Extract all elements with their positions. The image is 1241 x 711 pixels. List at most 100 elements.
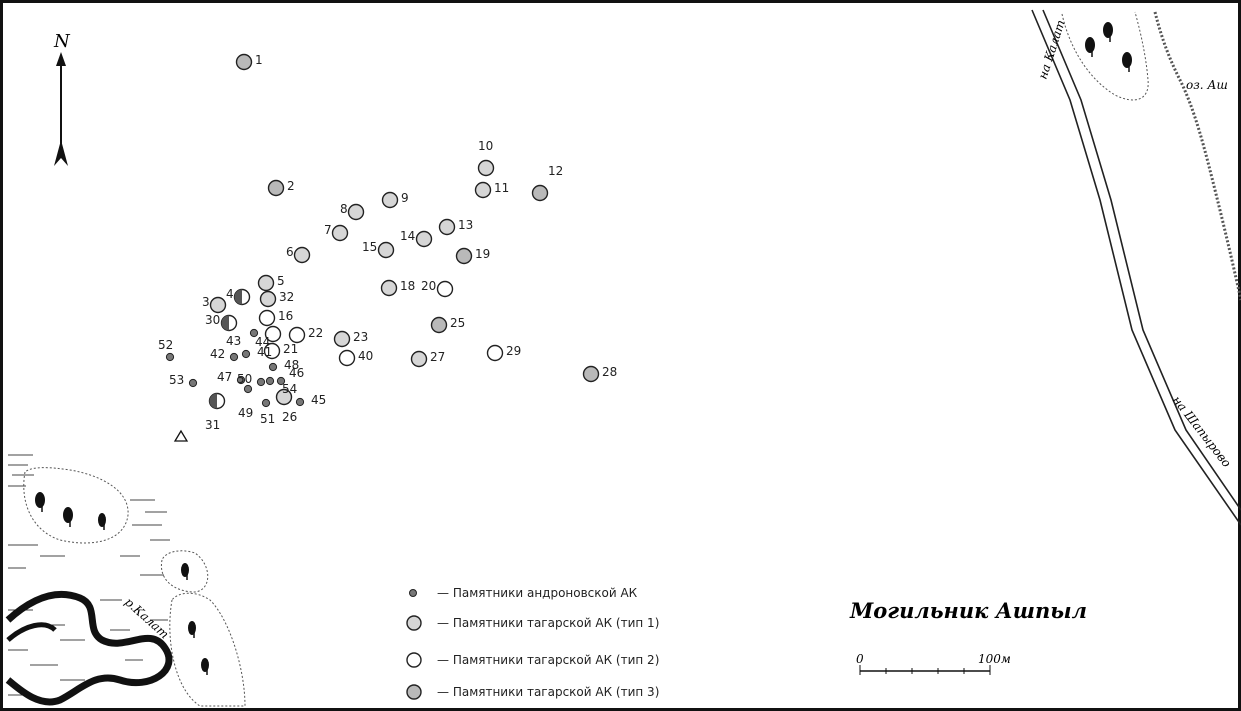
monument-label: 26 [282, 410, 297, 424]
monument-label: 6 [286, 245, 294, 259]
monument-42: 42 [210, 347, 239, 362]
monument-14: 14 [400, 229, 433, 248]
monument-26: 26 [275, 388, 297, 424]
tagar2-marker [436, 280, 454, 298]
road [1031, 9, 1241, 526]
tagar1-marker [275, 388, 293, 406]
legend: — Памятники андроновской АК — Памятники … [406, 586, 659, 700]
tagar1-marker [474, 181, 492, 199]
tagar3-marker [455, 247, 473, 265]
monument-label: 11 [494, 181, 509, 195]
monument-40: 40 [338, 349, 373, 367]
monument-label: 32 [279, 290, 294, 304]
legend-item-tagar2: — Памятники тагарской АК (тип 2) [406, 652, 659, 668]
monument-label: 31 [205, 418, 220, 432]
tagar2-icon [406, 652, 422, 668]
tagar1-marker [259, 290, 277, 308]
tagar1-marker [410, 350, 428, 368]
monument-label: 16 [278, 309, 293, 323]
road-label-kalat: на Калат [1036, 18, 1068, 81]
andronovo-icon [409, 589, 417, 597]
river [6, 622, 57, 642]
marsh [8, 454, 170, 696]
monument-label: 27 [430, 350, 445, 364]
tree-icon [98, 513, 106, 530]
monument-8: 8 [340, 202, 365, 221]
road-label-shaparovo: на Шапырово [1170, 393, 1234, 470]
monument-label: 47 [217, 370, 232, 384]
legend-item-tagar1: — Памятники тагарской АК (тип 1) [406, 615, 659, 631]
scale-bar: 0 100м [856, 652, 1011, 675]
monument-23: 23 [333, 330, 368, 348]
monument-label: 3 [202, 295, 210, 309]
monument-11: 11 [474, 181, 509, 199]
monument-label: 7 [324, 223, 332, 237]
monument-4: 4 [226, 287, 251, 306]
andronovo-marker [276, 376, 286, 386]
tagar2-marker [264, 325, 282, 343]
monument-30: 30 [205, 313, 238, 332]
monument-label: 14 [400, 229, 415, 243]
andronovo-marker [188, 378, 198, 388]
tagar1-marker [333, 330, 351, 348]
monument-54: 54 [265, 376, 297, 396]
monument-3: 3 [202, 295, 227, 314]
monument-label: 52 [158, 338, 173, 352]
monument-label: 4 [226, 287, 234, 301]
woodland-left [23, 467, 246, 707]
monument-45: 45 [295, 393, 326, 407]
monument-51: 51 [260, 398, 275, 426]
monument-1: 1 [235, 53, 263, 71]
monument-20: 20 [421, 279, 454, 298]
monument-15: 15 [362, 240, 395, 259]
tree-icon [181, 563, 189, 580]
tagar1-marker [347, 203, 365, 221]
tagar1-icon [406, 615, 422, 631]
monument-46: 46 [276, 366, 304, 386]
andronovo-marker [268, 362, 278, 372]
monument-label: 45 [311, 393, 326, 407]
tagar1-marker [377, 241, 395, 259]
tagar3-marker [267, 179, 285, 197]
monument-25: 25 [430, 316, 465, 334]
tree-icon [63, 507, 73, 527]
monument-label: 12 [548, 164, 563, 178]
andronovo-marker [265, 376, 275, 386]
tagar3-marker [531, 184, 549, 202]
tree-icon [35, 492, 45, 512]
monument-19: 19 [455, 247, 490, 265]
tagar3-marker [582, 365, 600, 383]
monument-label: 18 [400, 279, 415, 293]
monument-47: 47 [217, 370, 246, 385]
scale-start-label: 0 [856, 652, 864, 666]
monument-43: 43 [226, 328, 259, 348]
tagar2-marker [288, 326, 306, 344]
monument-label: 50 [237, 372, 252, 386]
legend-label: — Памятники тагарской АК (тип 2) [437, 653, 659, 667]
monument-12: 12 [531, 164, 563, 202]
tagar1-marker [438, 218, 456, 236]
monument-13: 13 [438, 218, 473, 236]
monument-label: 54 [282, 382, 297, 396]
north-arrow: N [53, 31, 71, 166]
andronovo-marker [241, 349, 251, 359]
legend-item-andronovo: — Памятники андроновской АК [409, 586, 638, 600]
monument-label: 40 [358, 349, 373, 363]
tree-icon [188, 621, 196, 638]
monument-53: 53 [169, 373, 198, 388]
tree-icon [201, 658, 209, 675]
monument-22: 22 [288, 326, 323, 344]
tagar1-marker [331, 224, 349, 242]
map-title: Могильник Ашпыл [849, 598, 1087, 623]
tagar3-marker [235, 53, 253, 71]
monument-7: 7 [324, 223, 349, 242]
monument-label: 48 [284, 358, 299, 372]
tagar1-marker [293, 246, 311, 264]
monument-label: 42 [210, 347, 225, 361]
lake-shore [1153, 11, 1241, 301]
half-fill [221, 315, 229, 331]
andronovo-marker [243, 384, 253, 394]
woodland-top [1061, 11, 1149, 101]
